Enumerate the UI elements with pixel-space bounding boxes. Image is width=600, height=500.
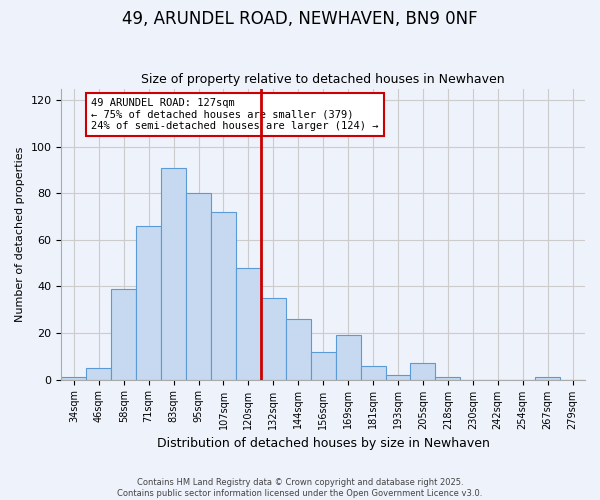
Bar <box>335 336 361 380</box>
Bar <box>211 212 236 380</box>
Bar <box>535 377 560 380</box>
Bar <box>86 368 111 380</box>
Text: Contains HM Land Registry data © Crown copyright and database right 2025.
Contai: Contains HM Land Registry data © Crown c… <box>118 478 482 498</box>
Title: Size of property relative to detached houses in Newhaven: Size of property relative to detached ho… <box>142 73 505 86</box>
Bar <box>236 268 261 380</box>
Bar <box>186 194 211 380</box>
Text: 49 ARUNDEL ROAD: 127sqm
← 75% of detached houses are smaller (379)
24% of semi-d: 49 ARUNDEL ROAD: 127sqm ← 75% of detache… <box>91 98 379 131</box>
Bar <box>261 298 286 380</box>
Bar <box>286 319 311 380</box>
Bar <box>311 352 335 380</box>
Bar <box>111 289 136 380</box>
Text: 49, ARUNDEL ROAD, NEWHAVEN, BN9 0NF: 49, ARUNDEL ROAD, NEWHAVEN, BN9 0NF <box>122 10 478 28</box>
Bar <box>386 375 410 380</box>
Bar <box>161 168 186 380</box>
Bar <box>361 366 386 380</box>
Bar <box>136 226 161 380</box>
Y-axis label: Number of detached properties: Number of detached properties <box>15 146 25 322</box>
X-axis label: Distribution of detached houses by size in Newhaven: Distribution of detached houses by size … <box>157 437 490 450</box>
Bar <box>410 364 436 380</box>
Bar <box>436 377 460 380</box>
Bar <box>61 377 86 380</box>
